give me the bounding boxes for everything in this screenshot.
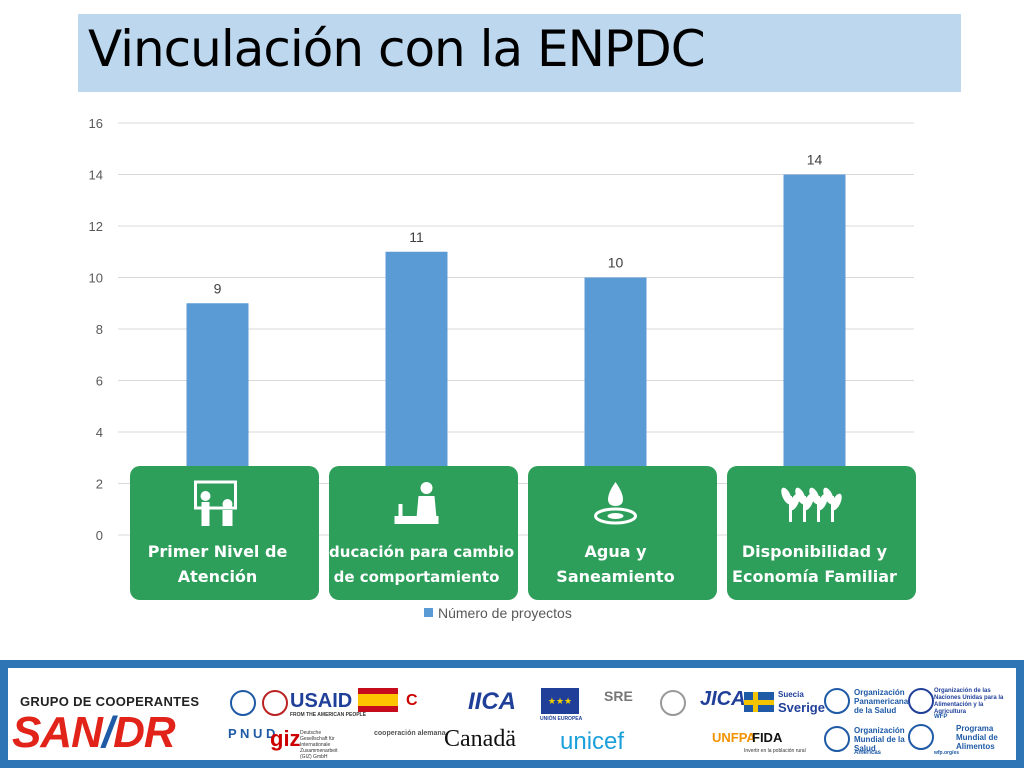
y-tick-label: 0	[96, 528, 103, 543]
bar	[584, 277, 647, 468]
un-emblem-icon	[230, 690, 256, 716]
category-label: Agua y	[584, 542, 647, 561]
data-label: 11	[409, 229, 424, 245]
iica-logo: IICA	[468, 688, 516, 715]
data-labels: 9 11 10 14	[214, 152, 823, 297]
category-label: Atención	[178, 567, 258, 586]
fida-logo: FIDA	[752, 730, 783, 745]
sponsor-logos: GRUPO DE COOPERANTES SAN/DR P N U D USAI…	[8, 668, 1016, 760]
unfpa-logo: UNFPA	[712, 730, 756, 745]
bar	[186, 303, 249, 468]
y-tick-label: 16	[89, 116, 103, 131]
fida-tagline: Invertir en la población rural	[744, 748, 806, 754]
y-tick-label: 8	[96, 322, 103, 337]
plant-icon	[781, 487, 842, 522]
water-drop-icon	[594, 482, 637, 525]
oms-emblem-icon	[824, 726, 850, 752]
y-tick-label: 6	[96, 374, 103, 389]
classroom-icon	[194, 480, 237, 526]
mexico-seal-icon	[660, 690, 686, 716]
legend-label: Número de proyectos	[438, 605, 572, 621]
bar	[385, 251, 448, 468]
wfp-label: WFP	[934, 714, 948, 720]
ops-logo: Organización Panamericana de la Salud	[854, 688, 909, 715]
wfp-emblem-icon	[908, 724, 934, 750]
fao-emblem-icon	[908, 688, 934, 714]
slide-title: Vinculación con la ENPDC	[88, 20, 706, 78]
data-label: 10	[608, 255, 624, 271]
category-label: Primer Nivel de	[148, 542, 288, 561]
group-name: GRUPO DE COOPERANTES	[20, 694, 200, 709]
oms-region: Américas	[854, 750, 882, 756]
chart-bars	[186, 174, 846, 468]
bar	[783, 174, 846, 468]
usaid-tagline: FROM THE AMERICAN PEOPLE	[290, 712, 366, 718]
data-label: 14	[807, 152, 823, 168]
sre-logo: SRE	[604, 688, 633, 704]
bar-chart: 0 2 4 6 8 10 12 14 16 Primer Nivel de Atención Edu…	[89, 116, 916, 621]
pnud-logo: P N U D	[228, 726, 276, 741]
category-label: Economía Familiar	[732, 567, 897, 586]
chart-legend: Número de proyectos	[424, 605, 572, 621]
sverige-logo: Sverige	[778, 700, 825, 715]
category-panel	[329, 466, 518, 600]
jica-logo: JICA	[700, 688, 746, 710]
y-tick-label: 10	[89, 271, 103, 286]
data-label: 9	[214, 280, 222, 296]
pma-logo: Programa Mundial de Alimentos	[956, 724, 998, 751]
cooperacion-espanola-icon: C	[406, 692, 418, 709]
suecia-label: Suecia	[778, 690, 804, 699]
sanidr-logo: SAN/DR	[12, 708, 176, 757]
y-axis-tick-labels: 0 2 4 6 8 10 12 14 16	[89, 116, 103, 543]
canada-logo: Canadä	[444, 726, 516, 752]
title-banner: Vinculación con la ENPDC	[78, 14, 961, 92]
category-panel	[528, 466, 717, 600]
usaid-seal-icon	[262, 690, 288, 716]
unicef-logo: unicef	[560, 728, 625, 755]
fao-logo: Organización de las Naciones Unidas para…	[934, 688, 1004, 715]
category-panel	[130, 466, 319, 600]
y-tick-label: 2	[96, 477, 103, 492]
footer-band: GRUPO DE COOPERANTES SAN/DR P N U D USAI…	[0, 660, 1024, 768]
y-tick-label: 12	[89, 219, 103, 234]
y-tick-label: 4	[96, 425, 103, 440]
union-europea-label: UNIÓN EUROPEA	[540, 716, 583, 722]
legend-swatch	[424, 608, 433, 617]
category-panels: Primer Nivel de Atención Educación para ca…	[130, 466, 916, 600]
cooperacion-alemana-logo: cooperación alemana	[374, 730, 446, 737]
category-label: Educación para cambio	[319, 543, 514, 561]
usaid-logo: USAID	[290, 690, 353, 712]
spain-flag-icon	[358, 688, 398, 712]
y-tick-label: 14	[89, 168, 103, 183]
ops-emblem-icon	[824, 688, 850, 714]
sweden-flag-icon	[744, 692, 774, 712]
oms-logo: Organización Mundial de la Salud	[854, 726, 905, 753]
giz-logo: giz	[270, 726, 301, 751]
pma-url: wfp.org/es	[934, 750, 960, 756]
category-label: Saneamiento	[556, 567, 674, 586]
chart-gridlines	[118, 122, 914, 536]
category-label: de comportamiento	[334, 568, 500, 586]
eu-flag-icon: ★★★	[541, 688, 579, 714]
giz-tagline: Deutsche Gesellschaft für Internationale…	[300, 730, 338, 760]
category-label: Disponibilidad y	[742, 542, 888, 561]
teacher-icon	[394, 482, 439, 524]
category-panel	[727, 466, 916, 600]
